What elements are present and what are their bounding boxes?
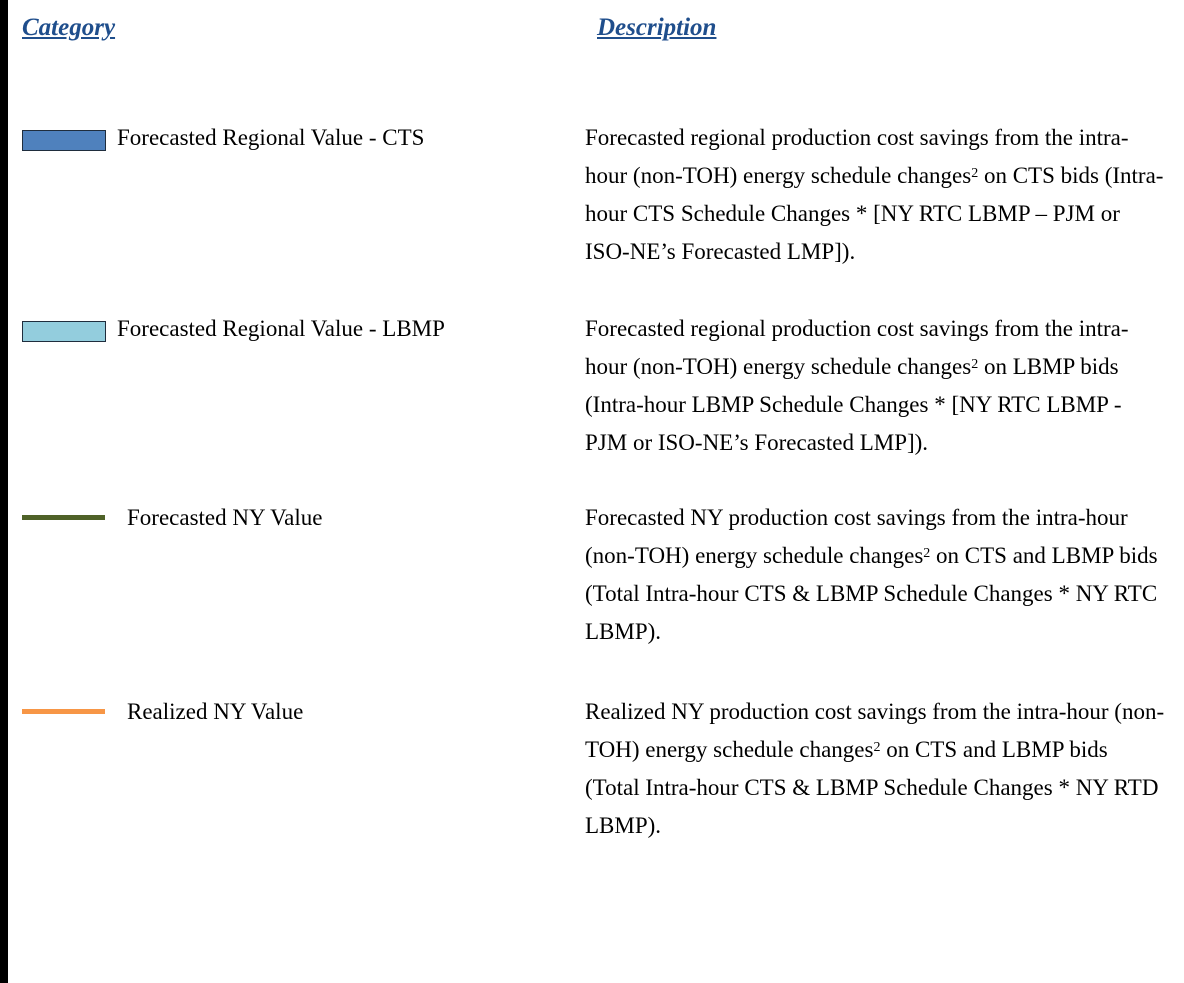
swatch-cts xyxy=(22,130,106,151)
text: Forecasted regional production cost savi… xyxy=(585,316,1129,379)
text: Realized NY production cost savings from… xyxy=(585,699,1165,762)
swatch-ny-realized xyxy=(22,709,105,714)
description: Realized NY production cost savings from… xyxy=(585,693,1165,845)
footnote: 2 xyxy=(873,740,881,755)
text: on CTS and LBMP bids (Total Intra-hour C… xyxy=(585,737,1159,838)
category: Realized NY Value xyxy=(127,699,304,724)
description: Forecasted NY production cost savings fr… xyxy=(585,499,1165,651)
swatch-ny-forecast xyxy=(22,515,105,520)
text: Forecasted regional production cost savi… xyxy=(585,125,1129,188)
category: Forecasted Regional Value - LBMP xyxy=(117,316,445,341)
swatch-lbmp xyxy=(22,321,106,342)
category: Forecasted Regional Value - CTS xyxy=(117,125,425,150)
text: on CTS bids (Intra-hour CTS Schedule Cha… xyxy=(585,163,1164,264)
text: on CTS and LBMP bids (Total Intra-hour C… xyxy=(585,543,1158,644)
header-description: Description xyxy=(597,14,717,41)
footnote: 2 xyxy=(923,546,931,561)
category: Forecasted NY Value xyxy=(127,505,323,530)
description: Forecasted regional production cost savi… xyxy=(585,310,1165,462)
text: Forecasted NY production cost savings fr… xyxy=(585,505,1128,568)
header-category: Category xyxy=(22,14,116,41)
footnote: 2 xyxy=(971,357,979,372)
description: Forecasted regional production cost savi… xyxy=(585,119,1165,271)
footnote: 2 xyxy=(971,166,979,181)
text: on LBMP bids (Intra-hour LBMP Schedule C… xyxy=(585,354,1122,455)
left-border xyxy=(0,0,8,983)
